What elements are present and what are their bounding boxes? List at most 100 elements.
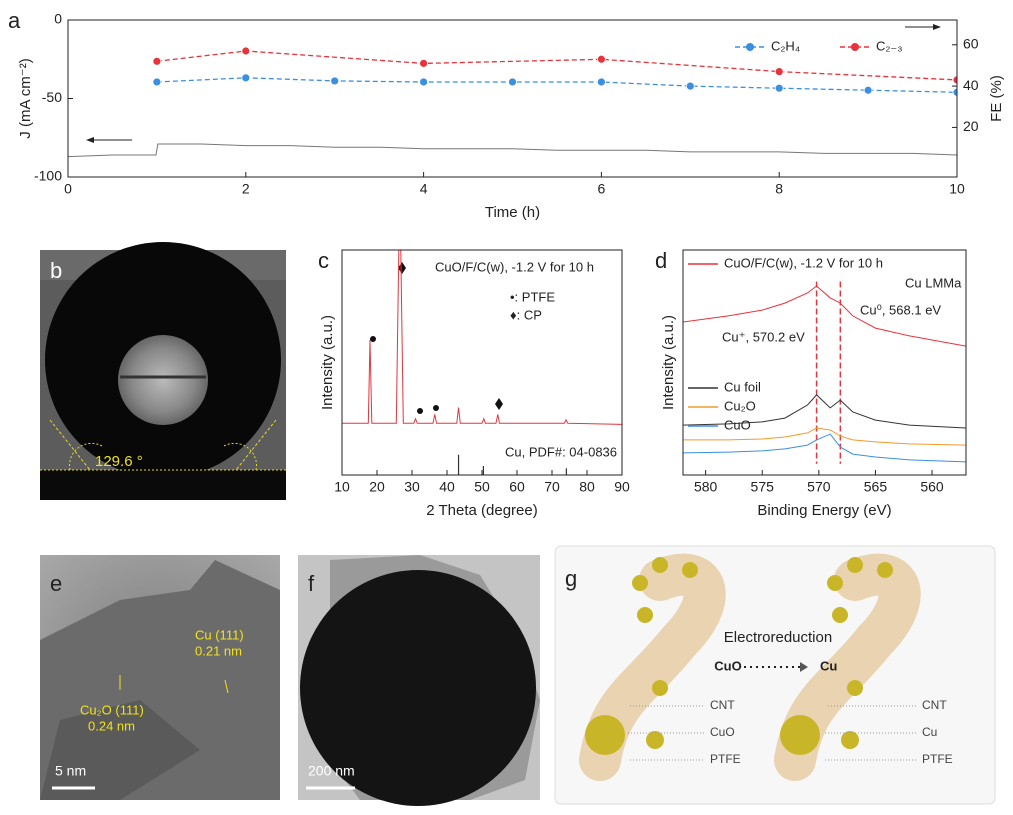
data-point — [241, 46, 251, 56]
panel-label: b — [50, 258, 62, 283]
reference-label: Cu, PDF#: 04-0836 — [505, 444, 617, 459]
component-label: CuO — [710, 725, 735, 739]
plot-area — [683, 281, 966, 464]
x-tick-label: 8 — [775, 181, 783, 197]
data-point — [508, 77, 517, 87]
lattice-spacing: 0.21 nm — [195, 643, 242, 658]
data-point — [330, 76, 340, 86]
series-line — [342, 250, 622, 425]
legend-label: CuO/F/C(w), -1.2 V for 10 h — [724, 255, 883, 270]
data-point — [863, 85, 873, 95]
legend-marker — [851, 43, 859, 51]
x-tick-label: 2 — [242, 181, 250, 197]
series-line — [683, 285, 966, 347]
scale-bar-label: 5 nm — [55, 763, 86, 779]
lattice-label: Cu (111) — [195, 627, 244, 642]
data-point — [774, 83, 784, 93]
x-tick-label: 580 — [694, 479, 718, 495]
legend-label: Cu₂O — [724, 398, 756, 413]
plot-frame — [67, 19, 958, 178]
y2-axis-label: FE (%) — [988, 75, 1005, 122]
x-tick-label: 30 — [404, 479, 420, 495]
scale-bar-label: 200 nm — [308, 763, 355, 779]
y-tick-label: -100 — [34, 168, 62, 184]
annotation: Cu⁺, 570.2 eV — [722, 329, 805, 344]
component-label: CNT — [710, 698, 735, 712]
y-axis-label: Intensity (a.u.) — [660, 315, 677, 410]
data-point — [241, 73, 251, 83]
plot-frame — [341, 249, 623, 476]
series-line — [683, 433, 966, 463]
data-point — [152, 77, 162, 87]
component-label: PTFE — [710, 752, 741, 766]
x-axis-label: 2 Theta (degree) — [426, 502, 537, 519]
series-line — [156, 77, 957, 93]
legend-marker — [746, 43, 754, 51]
y-tick-label: -50 — [42, 89, 62, 105]
series-line — [683, 394, 966, 429]
data-point — [952, 75, 957, 85]
y-axis-label: Intensity (a.u.) — [319, 315, 336, 410]
data-point — [597, 77, 606, 87]
series-line — [683, 427, 966, 446]
x-axis-label: Time (h) — [485, 204, 540, 221]
annotation: Cu⁰, 568.1 eV — [860, 302, 941, 317]
series-line — [156, 50, 957, 81]
x-axis-label: Binding Energy (eV) — [757, 502, 891, 519]
plot-frame — [682, 249, 967, 476]
legend-label: C₂H₄ — [771, 38, 800, 53]
data-point — [152, 56, 162, 66]
panel-label: c — [318, 248, 329, 273]
schematic: Electroreduction CuO Cu CNT CuO PTFE CNT… — [554, 545, 996, 805]
data-point — [952, 87, 957, 97]
y2-tick-label: 60 — [963, 35, 979, 51]
plot-area — [342, 250, 622, 475]
x-tick-label: 90 — [614, 479, 630, 495]
x-tick-label: 575 — [751, 479, 775, 495]
y2-tick-label: 20 — [963, 118, 979, 134]
y-axis-label: J (mA cm⁻²) — [17, 58, 34, 138]
data-point — [419, 77, 429, 87]
product-label: Cu — [820, 658, 837, 673]
x-tick-label: 565 — [864, 479, 888, 495]
x-tick-label: 6 — [598, 181, 606, 197]
annotation: ♦: CP — [510, 307, 542, 322]
legend-label: C₂₋₃ — [876, 38, 903, 53]
y2-tick-label: 40 — [963, 77, 979, 93]
x-tick-label: 50 — [474, 479, 490, 495]
component-label: CNT — [922, 698, 947, 712]
component-label: PTFE — [922, 752, 953, 766]
x-tick-label: 60 — [509, 479, 525, 495]
tem-image: 200 nm — [298, 555, 540, 806]
data-point — [597, 54, 606, 64]
x-tick-label: 570 — [807, 479, 831, 495]
panel-label: a — [8, 8, 21, 33]
reactant-label: CuO — [714, 658, 741, 673]
data-point — [419, 58, 429, 68]
process-label: Electroreduction — [724, 629, 832, 646]
legend-label: Cu foil — [724, 379, 761, 394]
x-tick-label: 560 — [920, 479, 944, 495]
series-line — [68, 143, 957, 158]
angle-label: 129.6 ° — [95, 453, 143, 470]
annotation: •: PTFE — [510, 289, 555, 304]
hrtem-image: Cu (111) 0.21 nm Cu₂O (111) 0.24 nm 5 nm — [40, 555, 280, 800]
panel-label: d — [655, 248, 667, 273]
x-tick-label: 70 — [544, 479, 560, 495]
annotation: Cu LMMa — [905, 275, 962, 290]
x-tick-label: 0 — [64, 181, 72, 197]
component-label: Cu — [922, 725, 937, 739]
arrows — [86, 24, 941, 143]
y-tick-label: 0 — [54, 11, 62, 27]
contact-angle-photo: 129.6 ° — [40, 242, 286, 500]
plot-area — [68, 46, 957, 158]
lattice-label: Cu₂O (111) — [80, 702, 144, 717]
annotation: CuO/F/C(w), -1.2 V for 10 h — [435, 259, 594, 274]
panel-label: e — [50, 571, 62, 596]
panel-label: g — [565, 566, 577, 591]
phase-markers — [370, 262, 503, 414]
x-tick-label: 40 — [439, 479, 455, 495]
data-point — [685, 81, 695, 91]
x-tick-label: 20 — [369, 479, 385, 495]
x-tick-label: 4 — [420, 181, 428, 197]
